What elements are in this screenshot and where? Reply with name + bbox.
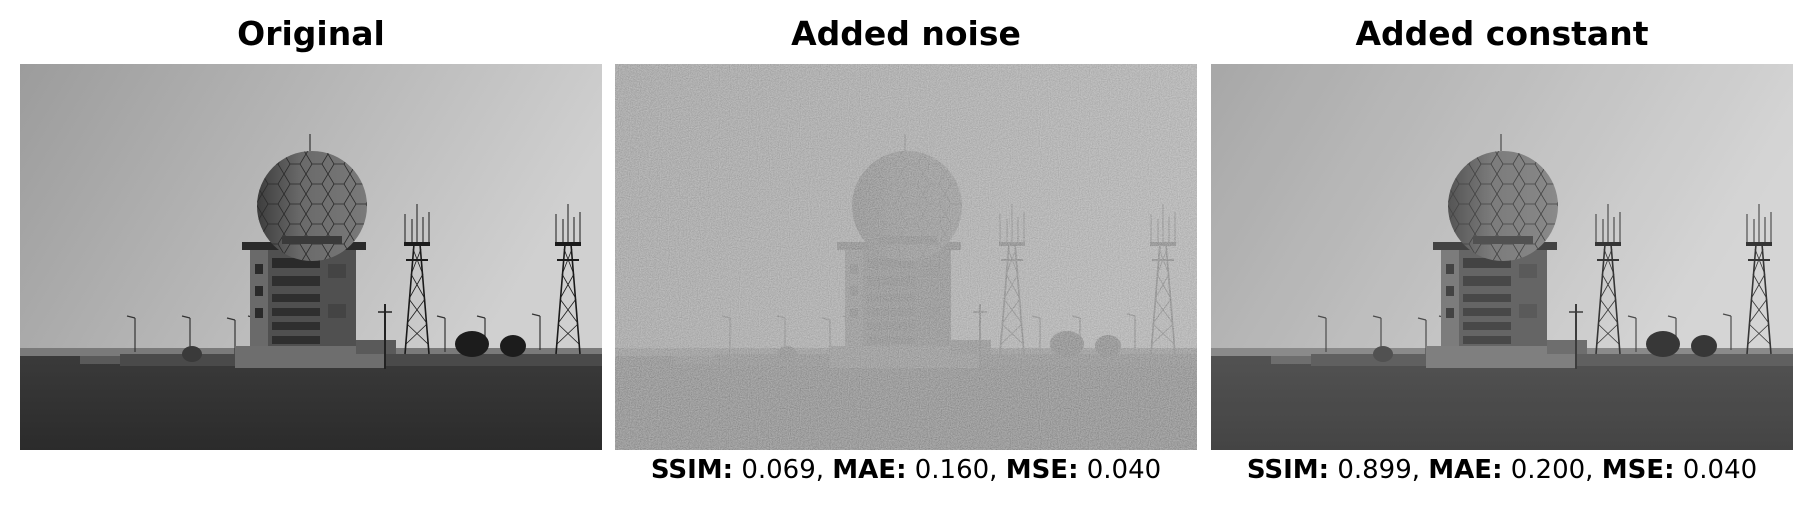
metrics-noise: SSIM: 0.069, MAE: 0.160, MSE: 0.040 [650,455,1162,485]
mae-label: MAE [832,455,897,485]
mse-value: 0.040 [1086,455,1162,485]
mae-value: 0.160 [914,455,990,485]
panel-original: Original [20,0,602,509]
mae-value: 0.200 [1510,455,1586,485]
metrics-constant: SSIM: 0.899, MAE: 0.200, MSE: 0.040 [1246,455,1758,485]
panel-added-constant: Added constant SSIM: 0.899, MAE: 0.200, … [1211,0,1793,509]
noisy-photo [615,64,1197,450]
mse-label: MSE [1005,455,1069,485]
ssim-label: SSIM [650,455,723,485]
ssim-value: 0.069 [741,455,816,485]
mse-label: MSE [1601,455,1665,485]
brightened-photo [1211,64,1793,450]
mse-value: 0.040 [1682,455,1758,485]
panel-title: Added noise [791,14,1021,53]
panel-added-noise: Added noise SSIM: 0.069, MAE: 0.160, MSE… [615,0,1197,509]
ssim-label: SSIM [1246,455,1319,485]
ssim-value: 0.899 [1337,455,1412,485]
panel-title: Added constant [1355,14,1649,53]
mae-label: MAE [1428,455,1493,485]
panel-title: Original [237,14,385,53]
original-photo [20,64,602,450]
